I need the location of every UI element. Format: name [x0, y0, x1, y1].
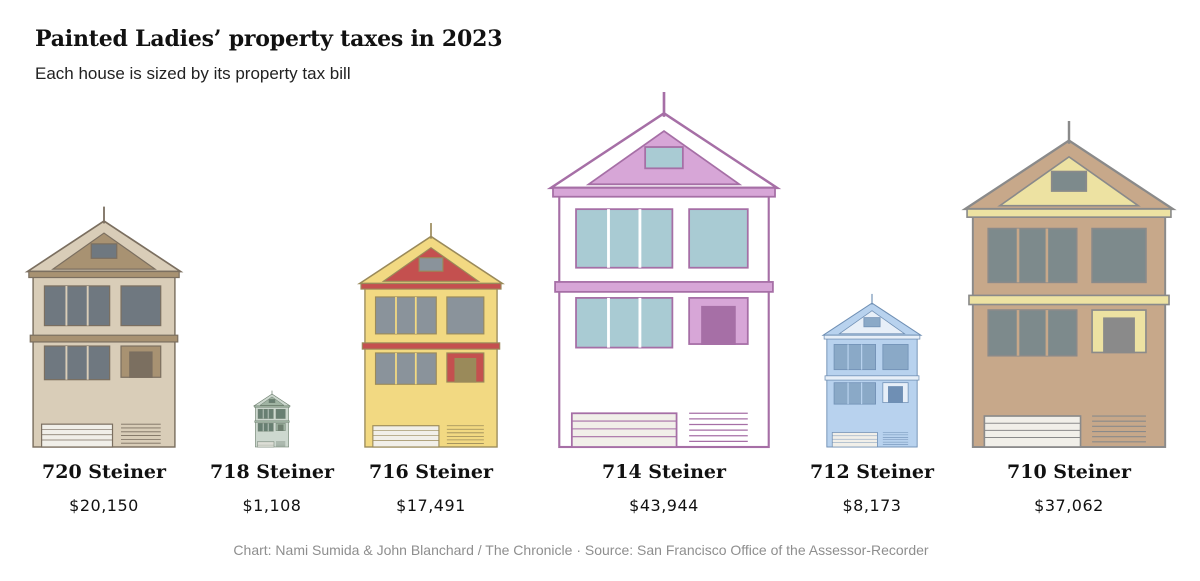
garage-door	[983, 415, 1082, 448]
house-label: 720 Steiner	[42, 461, 167, 483]
bay-window-lower	[575, 297, 674, 349]
garage-door	[372, 425, 440, 448]
tax-value-label: $37,062	[1034, 496, 1104, 515]
floor-band	[29, 334, 179, 343]
attic-window	[863, 317, 881, 328]
tax-value-label: $8,173	[843, 496, 902, 515]
attic-window	[1050, 170, 1088, 192]
cornice	[552, 186, 776, 198]
house-label: 718 Steiner	[210, 461, 335, 483]
house-label: 716 Steiner	[369, 461, 494, 483]
garage-door	[570, 412, 678, 448]
window-upper	[688, 208, 749, 269]
window-upper	[446, 296, 485, 335]
attic-window	[418, 257, 444, 272]
floor-band	[361, 342, 501, 350]
house-label: 710 Steiner	[1007, 461, 1132, 483]
house-label: 712 Steiner	[810, 461, 935, 483]
bay-window-lower	[987, 309, 1078, 357]
cornice	[254, 405, 290, 408]
tax-value-label: $17,491	[396, 496, 466, 515]
tax-value-label: $20,150	[69, 496, 139, 515]
bay-window-upper	[833, 344, 876, 371]
bay-window-lower	[374, 352, 437, 385]
garage-door	[257, 441, 275, 448]
bay-window-lower	[257, 423, 274, 432]
attic-window	[644, 146, 684, 170]
bay-window-upper	[43, 285, 111, 327]
house-6	[961, 120, 1177, 448]
front-door	[888, 386, 903, 403]
chart-title: Painted Ladies’ property taxes in 2023	[35, 26, 503, 52]
attic-window	[268, 399, 276, 403]
garage-door	[831, 432, 878, 448]
window-upper	[275, 408, 286, 419]
tax-value-label: $1,108	[243, 496, 302, 515]
front-door	[701, 305, 736, 345]
chart-credit: Chart: Nami Sumida & John Blanchard / Th…	[233, 542, 929, 558]
front-door	[454, 357, 477, 383]
garage-door	[40, 423, 114, 448]
bay-window-upper	[257, 408, 274, 419]
house-2	[252, 390, 292, 448]
window-upper	[1091, 227, 1147, 284]
bay-window-lower	[43, 345, 111, 381]
floor-band	[968, 294, 1170, 306]
floor-band	[254, 420, 290, 423]
chart-subtitle: Each house is sized by its property tax …	[35, 64, 351, 83]
floor-band	[554, 281, 774, 293]
cornice	[28, 270, 180, 279]
bay-window-upper	[575, 208, 674, 269]
bay-window-upper	[374, 296, 437, 335]
attic-window	[90, 243, 118, 259]
house-4	[546, 92, 782, 449]
house-label: 714 Steiner	[602, 461, 727, 483]
cornice	[966, 208, 1172, 218]
window-upper	[882, 344, 909, 371]
cornice	[823, 334, 921, 340]
window-upper	[120, 285, 162, 327]
cornice	[360, 282, 502, 290]
tax-value-label: $43,944	[629, 496, 699, 515]
front-door	[277, 424, 284, 431]
house-5	[821, 293, 923, 448]
front-door	[1103, 317, 1135, 354]
bay-window-lower	[833, 382, 876, 405]
floor-band	[824, 375, 920, 381]
house-3	[357, 223, 505, 448]
house-1	[24, 206, 184, 448]
front-door	[129, 351, 153, 378]
bay-window-upper	[987, 227, 1078, 284]
